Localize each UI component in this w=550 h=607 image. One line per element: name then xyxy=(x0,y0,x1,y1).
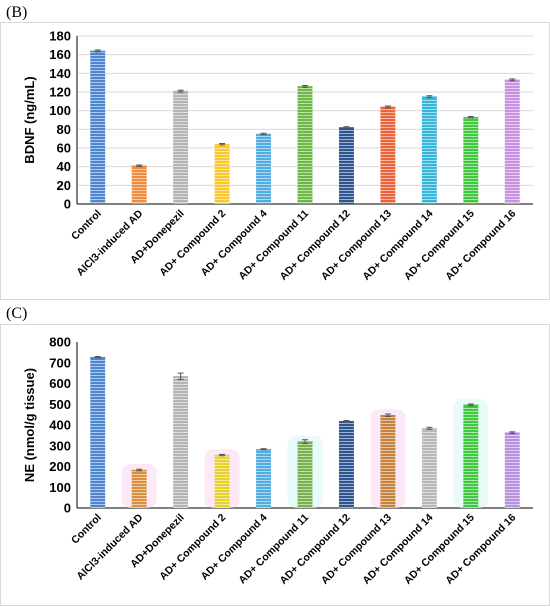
bar xyxy=(90,50,106,204)
x-tick-label: AD+ Compound 13 xyxy=(319,512,394,587)
y-axis-label: NE (nmol/g tissue) xyxy=(22,368,37,482)
x-tick-label: AD+ Compound 15 xyxy=(402,208,477,283)
x-tick-label: AD+ Compound 12 xyxy=(277,208,352,283)
x-tick-label: AD+ Compound 16 xyxy=(443,512,518,587)
y-tick-label: 160 xyxy=(49,47,71,62)
x-tick-label: AD+ Compound 15 xyxy=(402,512,477,587)
bar xyxy=(256,449,272,508)
panel-label: (C) xyxy=(6,305,28,322)
x-tick-label: AD+ Compound 13 xyxy=(319,208,394,283)
bar xyxy=(131,165,147,204)
y-tick-label: 80 xyxy=(57,122,71,137)
y-axis-label: BDNF (ng/mL) xyxy=(22,76,37,163)
y-tick-label: 800 xyxy=(49,335,71,350)
bar xyxy=(131,470,147,508)
y-tick-label: 200 xyxy=(49,459,71,474)
y-tick-label: 600 xyxy=(49,376,71,391)
bar xyxy=(297,86,313,204)
bar xyxy=(463,117,479,204)
bar xyxy=(504,432,520,508)
y-tick-label: 180 xyxy=(49,29,71,44)
x-tick-label: AD+ Compound 12 xyxy=(277,512,352,587)
chart-box-bdnf: 0 20 40 60 80 100 120 140 160 180 BDNF (ng/mL) Cont… xyxy=(0,22,550,300)
panel-c: (C) 0 100 200 300 400 500 600 700 800 NE (nmol/g … xyxy=(0,302,550,607)
x-tick-label: Control xyxy=(69,208,104,243)
panel-b: (B) 0 20 40 60 80 100 120 140 160 180 BDNF (ng/mL)… xyxy=(0,0,550,300)
y-tick-label: 100 xyxy=(49,103,71,118)
ne-bar-chart: 0 100 200 300 400 500 600 700 800 NE (nmol/g tiss… xyxy=(22,335,533,587)
x-tick-label: AD+ Compound 14 xyxy=(360,512,435,587)
x-tick-label: AD+ Compound 11 xyxy=(236,512,311,587)
x-tick-label: AD+ Compound 11 xyxy=(236,208,311,283)
x-tick-label: Control xyxy=(69,512,104,547)
bar xyxy=(90,357,106,508)
bdnf-bar-chart: 0 20 40 60 80 100 120 140 160 180 BDNF (ng/mL) Cont… xyxy=(22,29,533,283)
y-tick-label: 100 xyxy=(49,480,71,495)
bar xyxy=(214,144,230,204)
x-tick-label: AD+ Compound 16 xyxy=(443,208,518,283)
bar xyxy=(173,91,189,204)
bar xyxy=(256,134,272,204)
y-tick-label: 120 xyxy=(49,85,71,100)
y-tick-label: 140 xyxy=(49,66,71,81)
y-tick-label: 20 xyxy=(57,178,71,193)
bar xyxy=(421,428,437,508)
y-tick-label: 500 xyxy=(49,397,71,412)
bar xyxy=(173,376,189,508)
y-tick-label: 300 xyxy=(49,438,71,453)
y-tick-label: 0 xyxy=(64,501,71,516)
bar xyxy=(504,79,520,204)
bar xyxy=(338,421,354,508)
y-tick-label: 40 xyxy=(57,159,71,174)
y-tick-label: 400 xyxy=(49,418,71,433)
panel-label: (B) xyxy=(6,4,28,21)
bar xyxy=(297,441,313,508)
y-tick-label: 0 xyxy=(64,197,71,212)
y-tick-label: 60 xyxy=(57,141,71,156)
chart-box-ne: 0 100 200 300 400 500 600 700 800 NE (nmol/g tiss… xyxy=(0,324,550,606)
bar xyxy=(380,415,396,508)
bar xyxy=(338,127,354,204)
bar xyxy=(380,106,396,204)
y-tick-label: 700 xyxy=(49,355,71,370)
x-tick-label: AD+ Compound 14 xyxy=(360,208,435,283)
bar xyxy=(421,96,437,204)
bar xyxy=(463,404,479,508)
bar xyxy=(214,455,230,508)
